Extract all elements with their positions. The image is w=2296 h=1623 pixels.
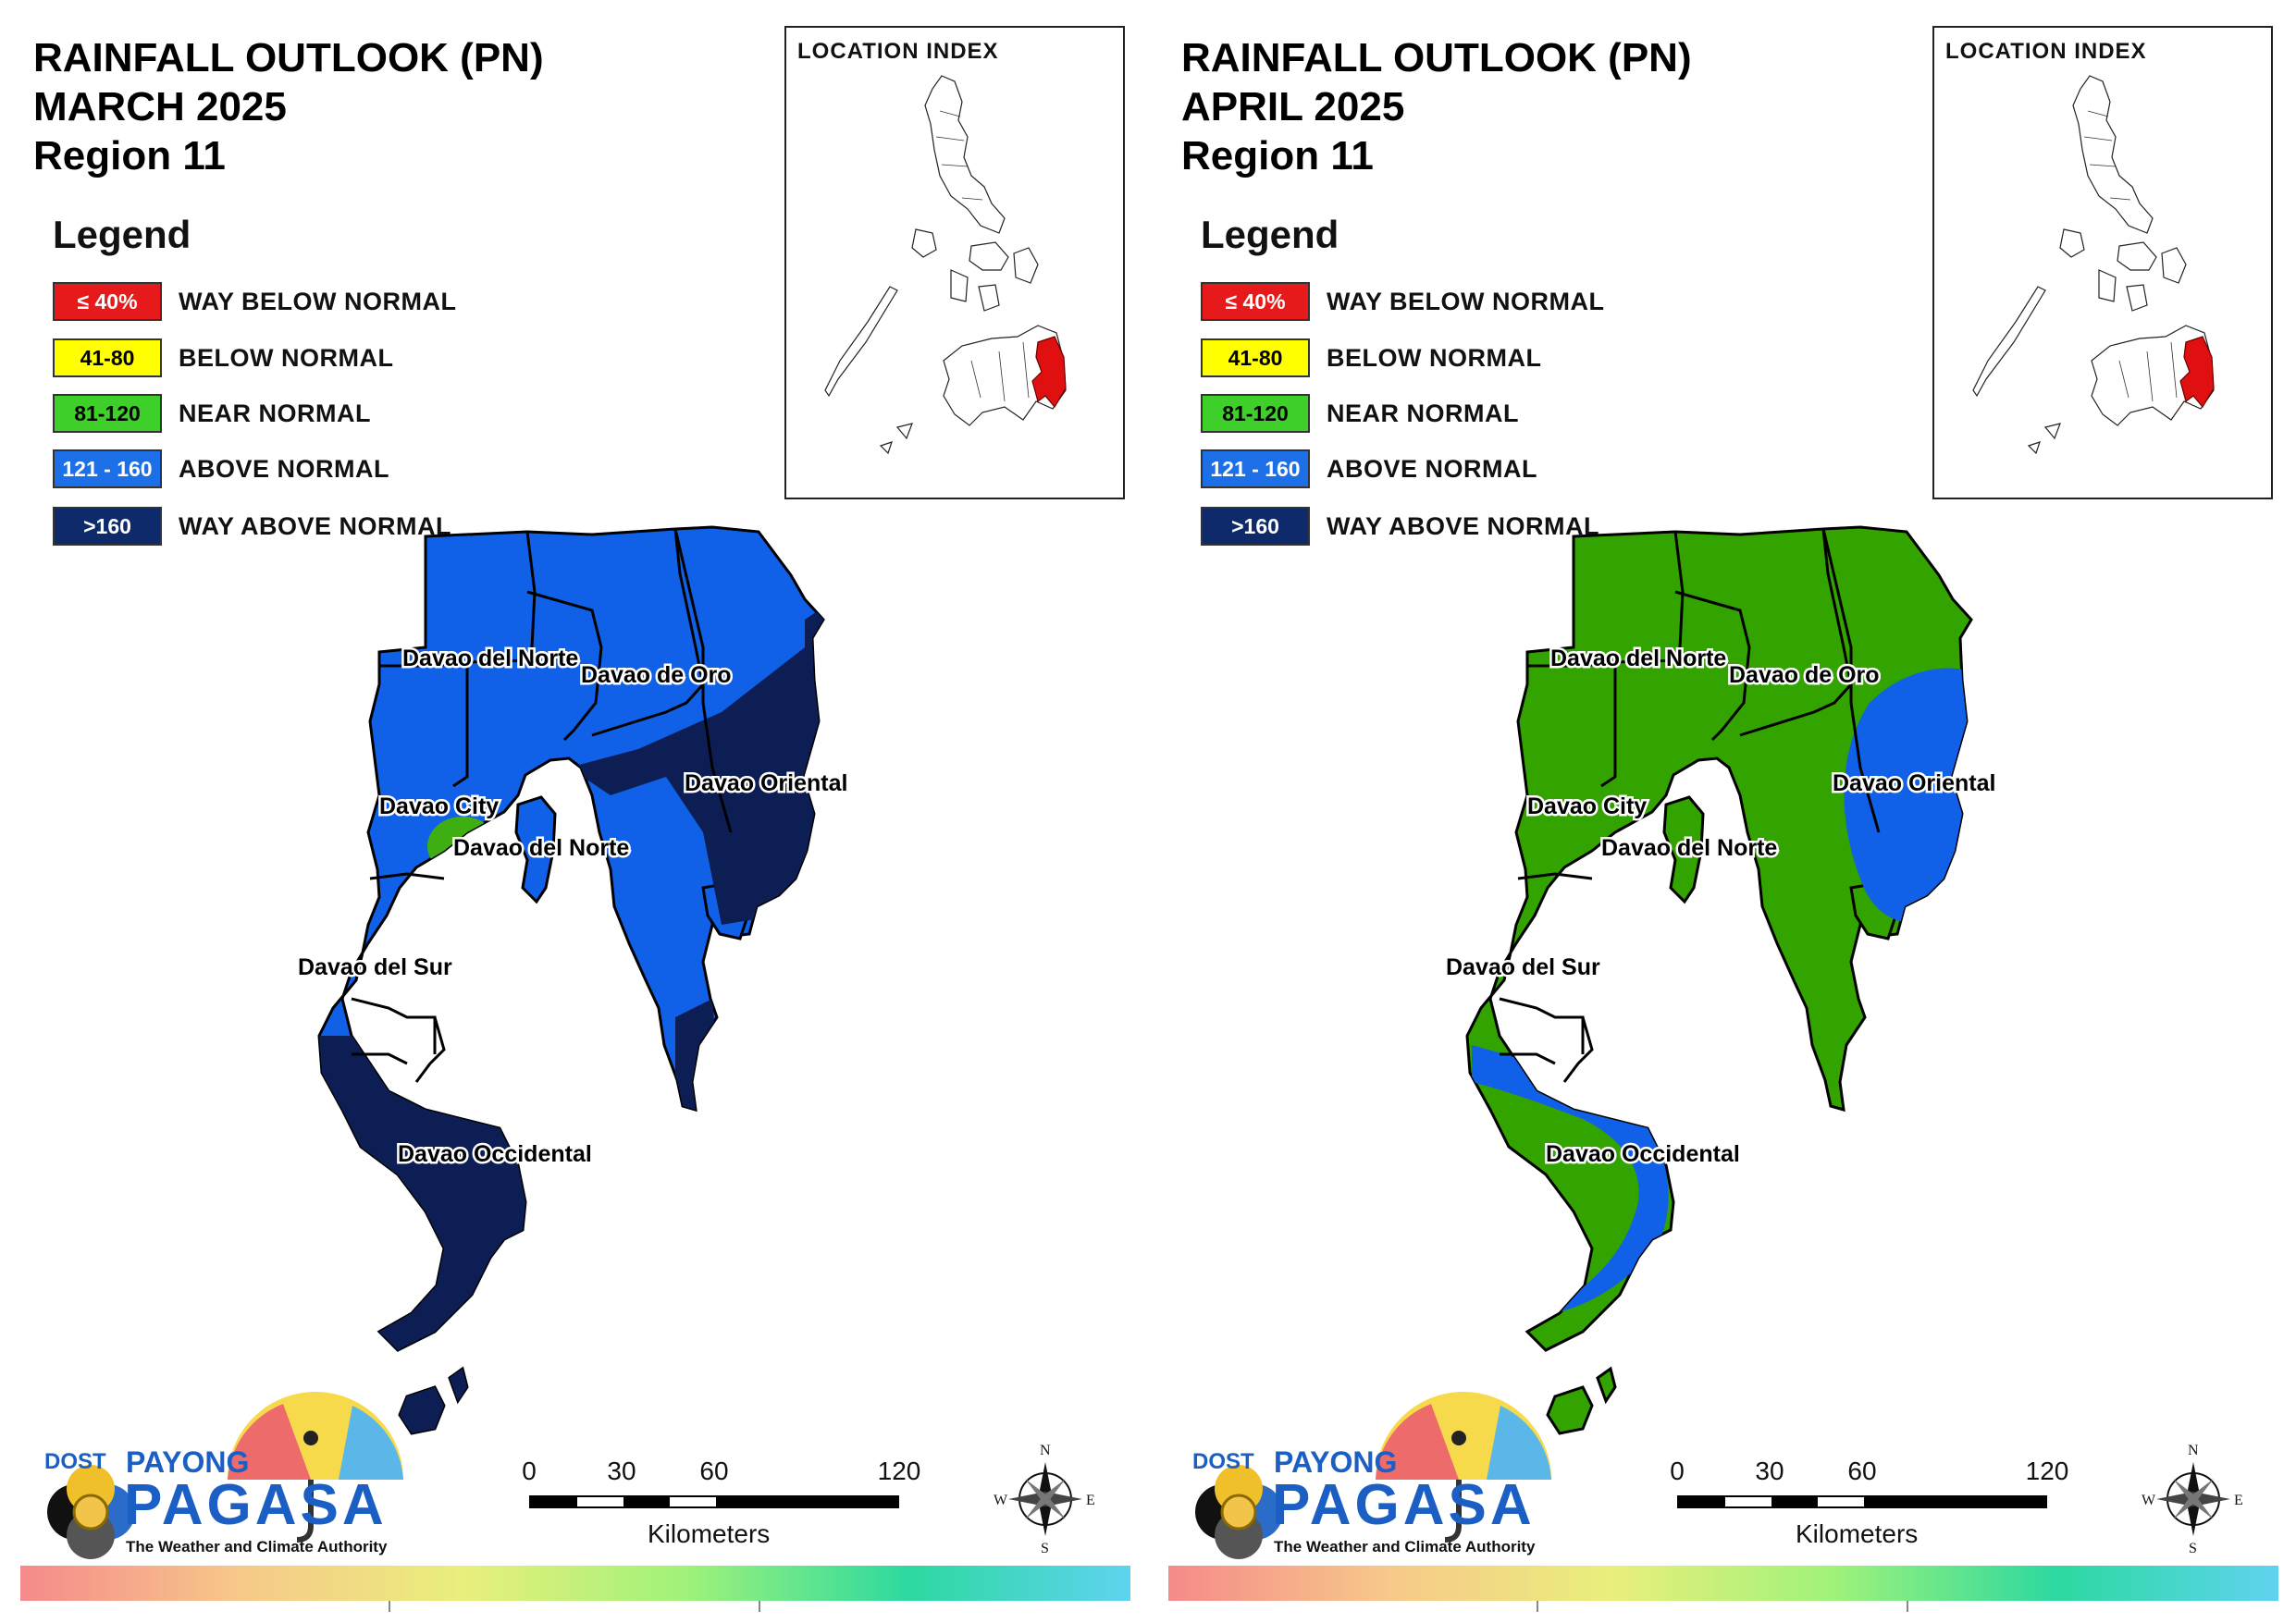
- province-label: Davao Oriental: [1833, 770, 1995, 796]
- panel-april: RAINFALL OUTLOOK (PN) APRIL 2025 Region …: [1148, 0, 2296, 1623]
- legend-swatch: 41-80: [53, 338, 162, 377]
- title-line-3: Region 11: [33, 133, 226, 178]
- legend-swatch: >160: [53, 507, 162, 546]
- province-label: Davao City: [379, 793, 499, 819]
- map-title: RAINFALL OUTLOOK (PN) MARCH 2025 Region …: [33, 33, 544, 180]
- province-label: Davao de Oro: [581, 662, 732, 688]
- title-line-1: RAINFALL OUTLOOK (PN): [33, 35, 544, 80]
- legend-label: WAY ABOVE NORMAL: [1327, 512, 1600, 540]
- legend-swatch: 41-80: [1201, 338, 1310, 377]
- title-line-2: APRIL 2025: [1181, 84, 1405, 129]
- legend-label: NEAR NORMAL: [1327, 400, 1519, 427]
- legend-title: Legend: [53, 213, 191, 256]
- province-label: Davao del Sur: [1446, 954, 1600, 980]
- philippines-outline: [1972, 75, 2215, 455]
- philippines-outline: [824, 75, 1067, 455]
- location-index-title: LOCATION INDEX: [797, 39, 999, 64]
- province-label: Davao de Oro: [1729, 662, 1880, 688]
- title-line-3: Region 11: [1181, 133, 1374, 178]
- legend-swatch: 81-120: [53, 394, 162, 433]
- map-title: RAINFALL OUTLOOK (PN) APRIL 2025 Region …: [1181, 33, 1692, 180]
- legend-label: ABOVE NORMAL: [1327, 455, 1537, 483]
- location-index: LOCATION INDEX: [1932, 26, 2273, 499]
- legend-swatch: ≤ 40%: [1201, 282, 1310, 321]
- title-line-2: MARCH 2025: [33, 84, 287, 129]
- legend-label: NEAR NORMAL: [179, 400, 371, 427]
- legend-swatch: 121 - 160: [1201, 449, 1310, 488]
- legend-swatch: 81-120: [1201, 394, 1310, 433]
- legend-label: BELOW NORMAL: [179, 344, 394, 372]
- province-label: Davao del Norte: [402, 646, 578, 671]
- legend-label: WAY ABOVE NORMAL: [179, 512, 452, 540]
- legend-label: ABOVE NORMAL: [179, 455, 389, 483]
- legend-label: WAY BELOW NORMAL: [179, 288, 457, 315]
- legend-swatch: >160: [1201, 507, 1310, 546]
- legend-title: Legend: [1201, 213, 1339, 256]
- province-label: Davao Occidental: [1546, 1141, 1740, 1167]
- province-label: Davao Occidental: [398, 1141, 592, 1167]
- location-index-title: LOCATION INDEX: [1945, 39, 2147, 64]
- legend-label: BELOW NORMAL: [1327, 344, 1542, 372]
- location-index: LOCATION INDEX: [784, 26, 1125, 499]
- legend-swatch: ≤ 40%: [53, 282, 162, 321]
- province-label: Davao del Norte: [453, 835, 629, 861]
- legend-label: WAY BELOW NORMAL: [1327, 288, 1605, 315]
- title-line-1: RAINFALL OUTLOOK (PN): [1181, 35, 1692, 80]
- province-label: Davao del Norte: [1601, 835, 1777, 861]
- province-label: Davao del Sur: [298, 954, 452, 980]
- province-label: Davao del Norte: [1550, 646, 1726, 671]
- province-label: Davao Oriental: [685, 770, 847, 796]
- panel-march: RAINFALL OUTLOOK (PN) MARCH 2025 Region …: [33, 26, 1125, 1435]
- legend-swatch: 121 - 160: [53, 449, 162, 488]
- province-label: Davao City: [1527, 793, 1647, 819]
